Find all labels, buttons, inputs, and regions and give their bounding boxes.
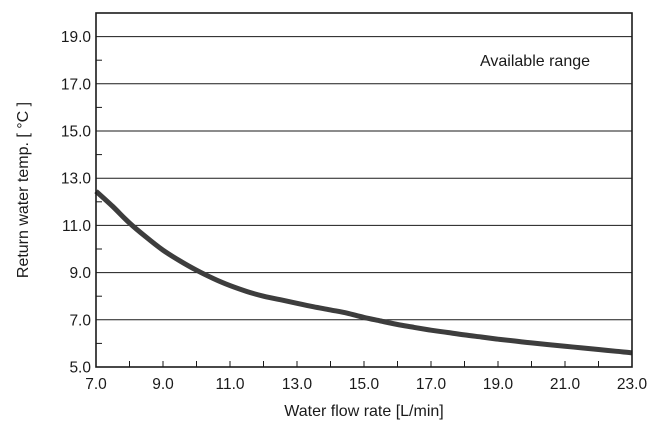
x-tick-label: 9.0 xyxy=(152,376,174,393)
minor-ticks xyxy=(96,59,599,367)
y-axis-title: Return water temp. [ °C ] xyxy=(15,102,32,278)
gridlines xyxy=(96,36,632,321)
x-tick-label: 13.0 xyxy=(282,376,313,393)
y-tick-label: 9.0 xyxy=(69,265,91,282)
y-tick-label: 7.0 xyxy=(69,312,91,329)
y-tick-label: 15.0 xyxy=(61,124,92,141)
y-tick-label: 13.0 xyxy=(61,171,92,188)
x-tick-label: 7.0 xyxy=(85,376,107,393)
y-tick-label: 19.0 xyxy=(61,29,92,46)
x-axis-title: Water flow rate [L/min] xyxy=(284,403,443,420)
x-tick-label: 19.0 xyxy=(483,376,514,393)
return-water-temp-line xyxy=(94,189,633,356)
available-range-annotation: Available range xyxy=(480,53,590,70)
x-tick-label: 11.0 xyxy=(215,376,244,393)
y-tick-label: 5.0 xyxy=(69,360,91,377)
y-tick-label: 11.0 xyxy=(62,218,91,235)
x-tick-label: 23.0 xyxy=(617,376,648,393)
x-tick-label: 21.0 xyxy=(550,376,581,393)
x-tick-label: 17.0 xyxy=(416,376,447,393)
series-layer xyxy=(94,189,633,356)
plot-area-frame xyxy=(95,12,633,368)
y-axis-ticks: 5.0 7.0 9.0 11.0 13.0 15.0 17.0 19.0 xyxy=(61,29,92,376)
y-tick-label: 17.0 xyxy=(61,76,92,93)
x-tick-label: 15.0 xyxy=(349,376,380,393)
x-axis-ticks: 7.0 9.0 11.0 13.0 15.0 17.0 19.0 21.0 23.0 xyxy=(85,376,647,393)
